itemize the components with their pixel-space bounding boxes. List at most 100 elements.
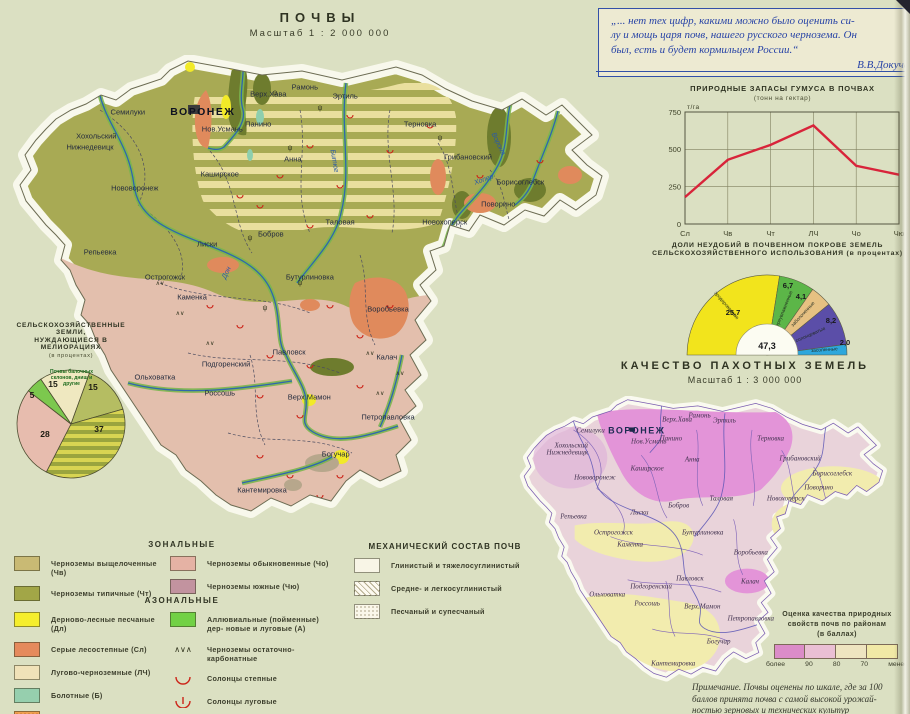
town-label-: Подгоренский <box>201 359 251 369</box>
town-label-: Воробьевка <box>733 548 768 557</box>
legend-row: Песчаный и супесчаный <box>354 604 534 619</box>
quote-underline <box>596 71 910 72</box>
town-label-: Анна <box>284 154 302 164</box>
town-label-: Лиски <box>630 508 649 517</box>
carbonate-symbol: ∧∨ <box>206 341 215 347</box>
town-label-: Панино <box>659 434 683 443</box>
town-label-: Ольховатка <box>589 590 626 599</box>
town-label-: Острогожск <box>593 528 633 537</box>
legend-zonal-col1: Черноземы выщелоченные (Чв) Черноземы тип… <box>14 556 164 609</box>
solonetz-symbol <box>326 304 334 309</box>
quality-scale-legend: Оценка качества природных свойств почв п… <box>766 610 908 668</box>
humus-chart: ПРИРОДНЫЕ ЗАПАСЫ ГУМУСА В ПОЧВАХ (тонн н… <box>655 84 910 247</box>
town-label-capital: ВОРОНЕЖ <box>608 425 666 436</box>
legend-swatch <box>170 612 196 627</box>
town-label-: Хохольский <box>76 131 117 141</box>
legend-mech-header: МЕХАНИЧЕСКИЙ СОСТАВ ПОЧВ <box>368 542 522 551</box>
quality-district-boundaries <box>573 429 834 642</box>
carbonate-symbol: ∧∨ <box>376 391 385 397</box>
quality-scale-cell <box>836 644 867 660</box>
river-label: Хопер <box>473 173 495 187</box>
legend-label: Средне- и легкосуглинистый <box>391 584 502 593</box>
town-label-: Поворино <box>481 199 516 209</box>
quality-scale-cell <box>805 644 836 660</box>
quote-line: лу и мощь царя почв, нашего русского чер… <box>611 29 857 42</box>
solonetz-symbol <box>336 474 344 479</box>
quality-rivers <box>571 399 831 634</box>
town-label-: Ольховатка <box>134 372 176 382</box>
half-pie-segment-value: 25,7 <box>726 308 741 317</box>
pie-segment-value: 28 <box>40 429 50 439</box>
legend-azonal-header: АЗОНАЛЬНЫЕ <box>144 596 220 605</box>
note-line-1: Примечание. Почвы оценены по шкале, где … <box>692 682 883 692</box>
town-label-: Нижнедевицк <box>66 142 114 152</box>
oblast-outline <box>19 60 603 512</box>
carbonate-symbol: ∧∨ <box>396 371 405 377</box>
legend-label: Солонцы степные <box>207 674 277 684</box>
legend-label: Лугово-черноземные (ЛЧ) <box>51 667 151 677</box>
legend-row: Дерново-лесные песчаные (Дл) <box>14 612 164 634</box>
town-label-: Калач <box>740 577 760 586</box>
main-map-header: ПОЧВЫ Масштаб 1 : 2 000 000 <box>170 10 470 39</box>
humus-chart-plot: СлЧвЧтЛЧЧоЧю0250500750т/га <box>668 104 904 238</box>
town-label-: Калач <box>376 352 398 362</box>
town-label-: Семилуки <box>110 107 146 117</box>
quality-map-header: КАЧЕСТВО ПАХОТНЫХ ЗЕМЕЛЬ Масштаб 1 : 3 0… <box>600 360 890 385</box>
carbonate-symbol: ∧∨ <box>366 351 375 357</box>
x-tick-label: ЛЧ <box>808 229 818 238</box>
legend-swatch <box>14 585 40 601</box>
quote-line: „... нет тех цифр, какими можно было оце… <box>611 15 855 27</box>
legend-mech-col: Глинистый и тяжелосуглинистый Средне- и л… <box>354 558 534 627</box>
quality-scale-label: более <box>766 661 786 669</box>
town-label-: Верх.Мамон <box>684 602 721 611</box>
legend-label: Песчаный и супесчаный <box>391 607 485 616</box>
legend-label: Черноземы остаточно-карбонатные <box>207 644 295 664</box>
x-tick-label: Чо <box>852 229 861 238</box>
solonetz-symbol <box>266 354 274 359</box>
town-label-: Подгоренский <box>630 582 672 591</box>
legend-row: Солонцы луговые <box>170 694 330 709</box>
y-tick-label: 500 <box>668 145 681 154</box>
solonetz-symbol <box>356 334 364 339</box>
legend-swatch: ∧∨∧ <box>170 642 196 657</box>
quality-scale-label: 70 <box>860 661 869 669</box>
town-label-: Верх.Хава <box>662 415 693 424</box>
pie-segment-value: 5 <box>29 390 34 400</box>
quality-outline <box>523 399 884 678</box>
legend-row: Черноземы обыкновенные (Чо) <box>170 556 330 571</box>
legend-row: Болотные (Б) <box>14 687 164 703</box>
melioration-plot: 15 15 37 28 5 <box>16 369 125 479</box>
legend-row: Средне- и легкосуглинистый <box>354 581 534 596</box>
melioration-title-2: НУЖДАЮЩИЕСЯ В МЕЛИОРАЦИЯХ <box>34 337 108 351</box>
legend: ЗОНАЛЬНЫЕ Черноземы выщелоченные (Чв) Чер… <box>12 536 537 714</box>
pie-segment <box>45 408 125 479</box>
legend-swatch <box>354 581 380 596</box>
solonetz-symbol <box>236 194 244 199</box>
legend-row: Черноземы южные (Чю) <box>170 579 330 594</box>
legend-swatch <box>14 612 40 627</box>
legend-label: Черноземы выщелоченные (Чв) <box>51 559 157 578</box>
note: Примечание. Почвы оценены по шкале, где … <box>692 682 908 714</box>
quality-map-scale: Масштаб 1 : 3 000 000 <box>687 375 803 385</box>
solonetz-symbol <box>286 474 294 479</box>
town-label-: Россошь <box>634 599 660 608</box>
town-label-: Новохоперск <box>766 494 805 503</box>
pie-segment <box>27 378 71 425</box>
quality-scale-label: 80 <box>832 661 841 669</box>
meadow-solonetz-symbol: ψ <box>288 145 293 152</box>
solonetz-symbol <box>206 304 214 309</box>
solonetz-symbol <box>306 224 314 229</box>
town-label-: Кантемировка <box>237 485 287 495</box>
town-label-: Лиски <box>197 239 218 249</box>
meadow-solonetz-symbol: ψ <box>248 235 253 242</box>
quote-line: был, есть и будет кормильцем России.“ <box>611 43 799 56</box>
quality-scale-bar <box>774 644 908 660</box>
legend-label: Дерново-лесные песчаные (Дл) <box>51 615 155 634</box>
carbonate-symbol: ∧∨ <box>156 281 165 287</box>
town-label-: Верх.Мамон <box>287 392 331 402</box>
wastelands-chart: ДОЛИ НЕУДОБИЙ В ПОЧВЕННОМ ПОКРОВЕ ЗЕМЕЛЬ… <box>645 242 910 370</box>
town-label-: Петропавловка <box>361 412 415 422</box>
legend-label: Солонцы луговые <box>207 697 277 707</box>
pie-segment <box>16 390 72 473</box>
